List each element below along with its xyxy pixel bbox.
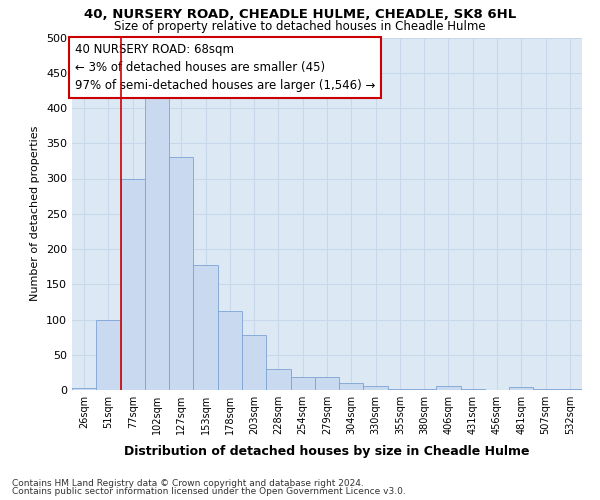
Bar <box>121 178 145 390</box>
Bar <box>193 264 218 390</box>
Bar <box>242 335 266 390</box>
Text: Contains public sector information licensed under the Open Government Licence v3: Contains public sector information licen… <box>12 487 406 496</box>
Bar <box>339 383 364 390</box>
Bar <box>218 311 242 390</box>
Bar <box>96 320 121 390</box>
Bar <box>169 158 193 390</box>
Bar <box>509 387 533 390</box>
Bar <box>315 378 339 390</box>
Text: Size of property relative to detached houses in Cheadle Hulme: Size of property relative to detached ho… <box>114 20 486 33</box>
Bar <box>364 386 388 390</box>
Y-axis label: Number of detached properties: Number of detached properties <box>31 126 40 302</box>
Bar <box>412 388 436 390</box>
Bar <box>436 386 461 390</box>
X-axis label: Distribution of detached houses by size in Cheadle Hulme: Distribution of detached houses by size … <box>124 446 530 458</box>
Bar <box>388 388 412 390</box>
Bar <box>266 369 290 390</box>
Bar <box>145 98 169 390</box>
Text: Contains HM Land Registry data © Crown copyright and database right 2024.: Contains HM Land Registry data © Crown c… <box>12 478 364 488</box>
Text: 40 NURSERY ROAD: 68sqm
← 3% of detached houses are smaller (45)
97% of semi-deta: 40 NURSERY ROAD: 68sqm ← 3% of detached … <box>74 43 375 92</box>
Bar <box>290 378 315 390</box>
Bar <box>72 388 96 390</box>
Text: 40, NURSERY ROAD, CHEADLE HULME, CHEADLE, SK8 6HL: 40, NURSERY ROAD, CHEADLE HULME, CHEADLE… <box>84 8 516 20</box>
